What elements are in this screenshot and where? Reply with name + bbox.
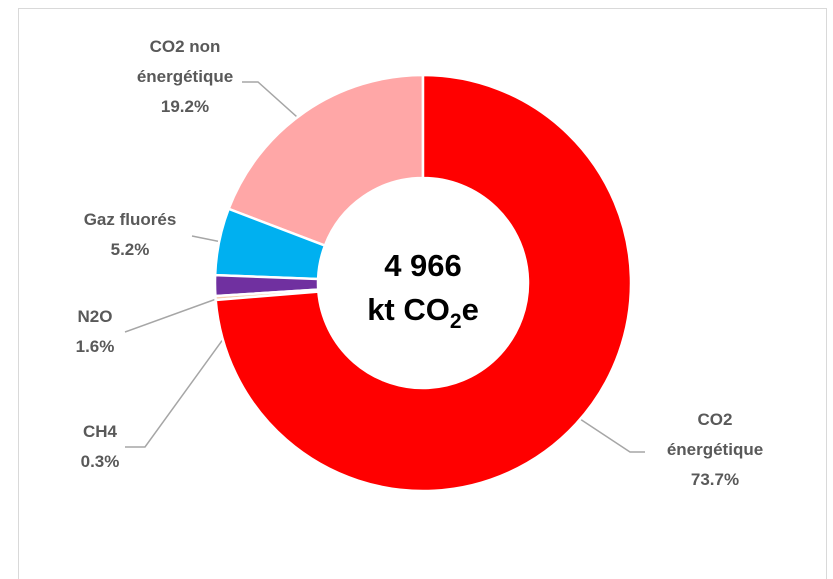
center-unit-part: kt CO [367, 292, 450, 327]
value-label: 5.2% [111, 240, 150, 259]
slice-label: N2O 1.6% [76, 307, 115, 356]
category-label: N2O [78, 307, 113, 326]
center-unit-part: e [462, 292, 479, 327]
center-unit: kt CO2e [367, 292, 479, 333]
category-label: énergétique [667, 440, 763, 459]
leader-line [125, 294, 256, 448]
donut-slice [213, 207, 327, 281]
slice-label: CH4 0.3% [81, 422, 120, 471]
donut-slice [214, 73, 633, 493]
center-unit-sub: 2 [450, 310, 462, 333]
category-label: CO2 non [150, 37, 221, 56]
category-label: Gaz fluorés [84, 210, 177, 229]
category-label: CO2 [698, 410, 733, 429]
category-label: CH4 [83, 422, 118, 441]
value-label: 73.7% [691, 470, 739, 489]
center-total: 4 966 [384, 248, 462, 283]
value-label: 19.2% [161, 97, 209, 116]
slice-label: CO2 non énergétique 19.2% [137, 37, 233, 116]
slice-label: CO2 énergétique 73.7% [667, 410, 763, 489]
value-label: 1.6% [76, 337, 115, 356]
donut-slice [227, 73, 425, 248]
category-label: énergétique [137, 67, 233, 86]
value-label: 0.3% [81, 452, 120, 471]
slice-label: Gaz fluorés 5.2% [84, 210, 177, 259]
